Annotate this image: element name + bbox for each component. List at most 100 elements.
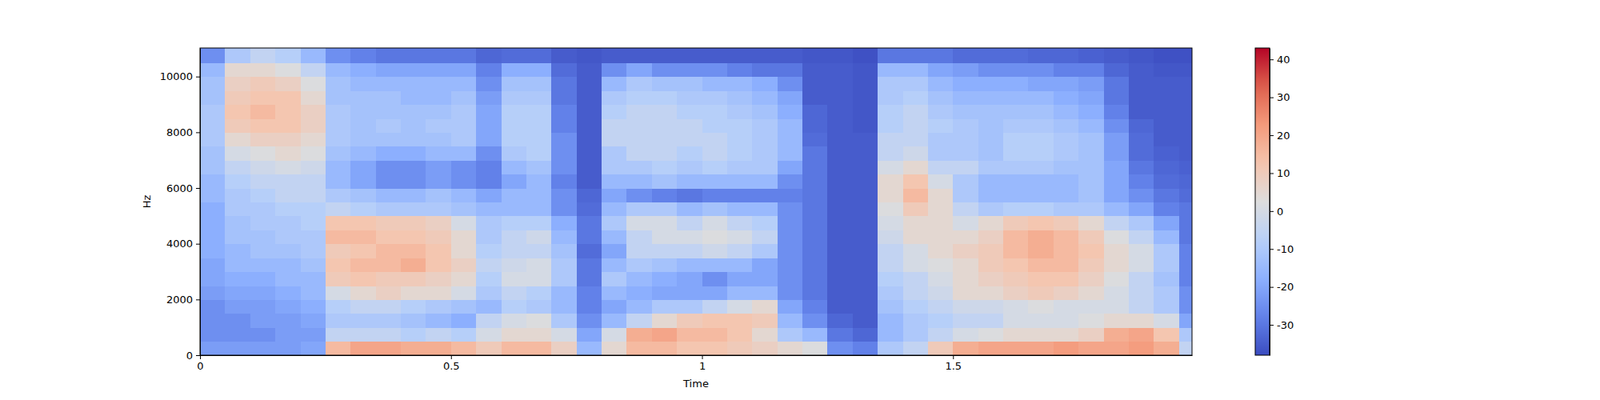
- heatmap-cell: [802, 160, 828, 175]
- heatmap-cell: [1078, 174, 1104, 189]
- heatmap-cell: [827, 257, 853, 272]
- tick: 0: [186, 349, 200, 362]
- tick-mark: [1269, 287, 1274, 288]
- heatmap-cell: [978, 257, 1004, 272]
- heatmap-cell: [350, 257, 376, 272]
- heatmap-cell: [325, 174, 352, 189]
- heatmap-cell: [626, 341, 652, 356]
- heatmap-cell: [903, 132, 929, 147]
- heatmap-cell: [802, 313, 828, 328]
- heatmap-cell: [777, 90, 804, 105]
- heatmap-cell: [576, 160, 603, 175]
- heatmap-cell: [852, 174, 879, 189]
- heatmap-cell: [275, 313, 301, 328]
- heatmap-cell: [903, 76, 929, 92]
- heatmap-cell: [200, 257, 226, 272]
- heatmap-cell: [601, 48, 628, 64]
- tick-label: -30: [1276, 319, 1294, 332]
- heatmap-cell: [501, 90, 528, 105]
- heatmap-cell: [928, 62, 954, 77]
- heatmap-cell: [601, 229, 628, 244]
- heatmap-cell: [928, 257, 954, 272]
- heatmap-cell: [200, 132, 226, 147]
- heatmap-cell: [501, 299, 528, 314]
- heatmap-cell: [652, 257, 678, 272]
- heatmap-cell: [476, 327, 502, 342]
- heatmap-cell: [250, 299, 276, 314]
- heatmap-cell: [376, 146, 402, 161]
- heatmap-cell: [777, 257, 804, 272]
- heatmap-cell: [224, 299, 251, 314]
- tick-mark: [1269, 97, 1274, 99]
- heatmap-cell: [777, 327, 804, 342]
- heatmap-cell: [250, 341, 276, 356]
- heatmap-cell: [350, 188, 376, 203]
- heatmap-cell: [224, 48, 251, 64]
- heatmap-cell: [224, 132, 251, 147]
- heatmap-cell: [852, 272, 879, 287]
- heatmap-cell: [752, 327, 778, 342]
- heatmap-cell: [476, 188, 502, 203]
- heatmap-cell: [300, 160, 327, 175]
- heatmap-cell: [676, 160, 703, 175]
- heatmap-cell: [676, 118, 703, 133]
- heatmap-cell: [1028, 216, 1054, 231]
- heatmap-cell: [978, 90, 1004, 105]
- heatmap-cell: [877, 341, 904, 356]
- heatmap-cell: [702, 341, 728, 356]
- heatmap-cell: [451, 327, 477, 342]
- heatmap-cell: [928, 174, 954, 189]
- tick: 0: [1269, 205, 1284, 218]
- heatmap-cell: [300, 118, 327, 133]
- heatmap-cell: [652, 299, 678, 314]
- heatmap-cell: [400, 118, 427, 133]
- heatmap-cell: [1128, 299, 1155, 314]
- heatmap-cell: [1078, 90, 1104, 105]
- heatmap-cell: [451, 146, 477, 161]
- heatmap-cell: [451, 174, 477, 189]
- heatmap-cell: [1078, 299, 1104, 314]
- heatmap-cell: [626, 327, 652, 342]
- heatmap-cell: [852, 48, 879, 64]
- heatmap-cell: [350, 160, 376, 175]
- heatmap-cell: [501, 313, 528, 328]
- heatmap-cell: [526, 201, 552, 216]
- heatmap-cell: [400, 62, 427, 77]
- heatmap-cell: [576, 174, 603, 189]
- heatmap-cell: [425, 146, 452, 161]
- heatmap-cell: [928, 229, 954, 244]
- heatmap-cell: [601, 257, 628, 272]
- heatmap-cell: [200, 229, 226, 244]
- heatmap-cell: [551, 257, 577, 272]
- heatmap-cell: [827, 216, 853, 231]
- heatmap-cell: [702, 104, 728, 120]
- heatmap-cell: [551, 118, 577, 133]
- heatmap-cell: [752, 188, 778, 203]
- heatmap-cell: [978, 146, 1004, 161]
- heatmap-cell: [551, 76, 577, 92]
- heatmap-cell: [626, 188, 652, 203]
- heatmap-cell: [576, 62, 603, 77]
- heatmap-cell: [325, 341, 352, 356]
- heatmap-cell: [1128, 118, 1155, 133]
- heatmap-cell: [325, 285, 352, 300]
- heatmap-cell: [425, 201, 452, 216]
- heatmap-cell: [476, 160, 502, 175]
- tick-label: 30: [1276, 91, 1291, 104]
- heatmap-cell: [676, 257, 703, 272]
- heatmap-cell: [224, 146, 251, 161]
- tick-mark: [196, 244, 200, 245]
- heatmap-cell: [1003, 244, 1029, 259]
- heatmap-cell: [451, 244, 477, 259]
- heatmap-cell: [802, 104, 828, 120]
- heatmap-cell: [376, 174, 402, 189]
- heatmap-cell: [451, 299, 477, 314]
- heatmap-cell: [626, 244, 652, 259]
- heatmap-cell: [425, 272, 452, 287]
- heatmap-cell: [250, 272, 276, 287]
- heatmap-cell: [200, 201, 226, 216]
- heatmap-cell: [652, 104, 678, 120]
- heatmap-cell: [451, 76, 477, 92]
- heatmap-cell: [300, 62, 327, 77]
- heatmap-cell: [1078, 104, 1104, 120]
